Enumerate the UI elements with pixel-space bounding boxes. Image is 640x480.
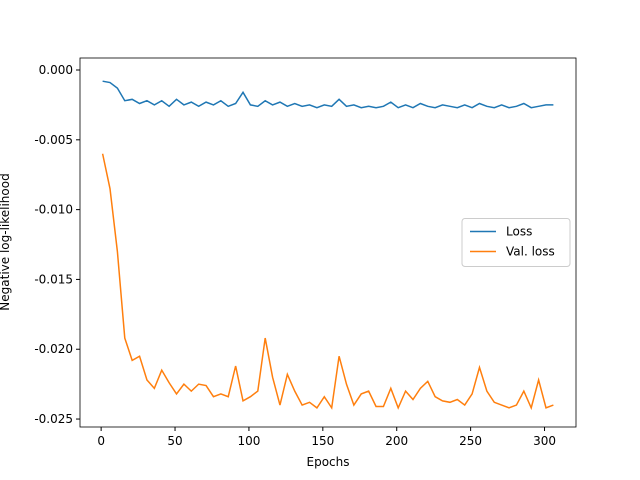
x-axis-label: Epochs <box>307 455 350 469</box>
legend-box <box>461 218 571 267</box>
plot-frame <box>79 57 577 428</box>
y-tick-label: -0.005 <box>34 133 73 147</box>
x-tick-label: 50 <box>167 434 182 448</box>
y-tick-label: -0.010 <box>34 203 73 217</box>
x-tick-label: 0 <box>97 434 105 448</box>
y-tick-label: -0.025 <box>34 412 73 426</box>
x-tick-label: 200 <box>385 434 408 448</box>
y-tick-label: -0.015 <box>34 272 73 286</box>
x-tick-label: 250 <box>459 434 482 448</box>
x-tick-label: 300 <box>533 434 556 448</box>
y-axis-label: Negative log-likelihood <box>0 173 12 310</box>
x-tick-label: 100 <box>237 434 260 448</box>
y-tick-label: 0.000 <box>39 63 73 77</box>
x-tick-label: 150 <box>311 434 334 448</box>
legend-label: Loss <box>506 225 532 239</box>
y-tick-label: -0.020 <box>34 342 73 356</box>
legend-label: Val. loss <box>506 245 555 259</box>
line-series <box>102 80 554 109</box>
line-series <box>101 153 554 411</box>
